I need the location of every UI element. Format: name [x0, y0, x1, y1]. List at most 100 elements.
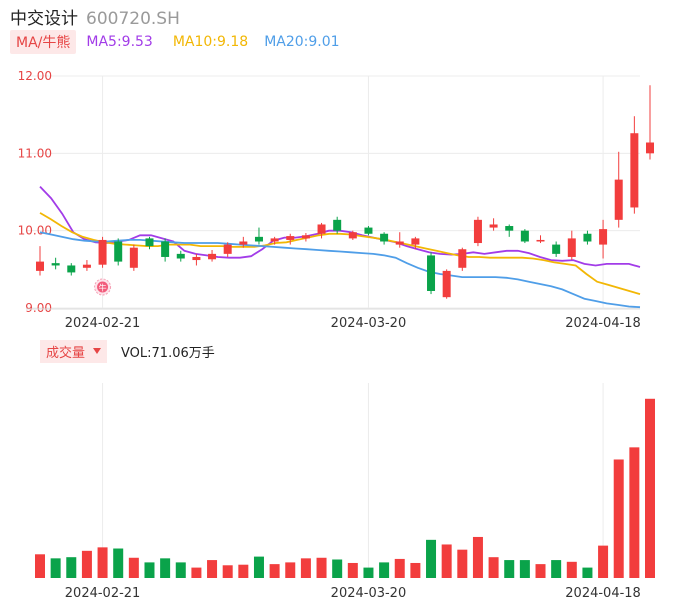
candle [380, 232, 389, 245]
candle-body [583, 233, 592, 242]
volume-bar [160, 558, 171, 578]
volume-indicator-dropdown[interactable]: 成交量 [40, 339, 108, 363]
candle [442, 269, 451, 299]
volume-bar [613, 459, 624, 578]
candle [223, 242, 232, 257]
volume-bar [535, 564, 546, 578]
ma5-label: MA5:9.53 [86, 34, 153, 50]
candle-body [442, 270, 451, 298]
candle-body [599, 229, 608, 245]
candle [51, 257, 60, 270]
volume-bar [66, 557, 77, 578]
candle [317, 222, 326, 239]
y-tick-label: 9.00 [25, 301, 52, 315]
volume-bar [285, 562, 296, 578]
candle [208, 250, 217, 262]
candle [36, 246, 44, 276]
volume-bar [81, 550, 92, 578]
volume-legend: 成交量 VOL:71.06万手 [40, 339, 215, 363]
candle [348, 230, 357, 240]
x-tick-label: 2024-03-20 [331, 316, 407, 331]
candle-body [536, 239, 545, 242]
candle [567, 230, 576, 261]
candle [552, 241, 561, 257]
badge-core [97, 281, 109, 293]
x-tick-label: 2024-02-21 [65, 316, 141, 331]
volume-bar [379, 562, 390, 578]
volume-bar [207, 560, 218, 578]
candle-body [473, 219, 482, 244]
candle-body [254, 236, 263, 242]
volume-bar [566, 561, 577, 578]
candle-body [348, 232, 357, 239]
candle-body [458, 249, 467, 268]
candle [520, 229, 529, 244]
y-tick-label: 12.00 [18, 69, 52, 83]
stock-name: 中交设计 [10, 9, 78, 29]
candle-body [395, 241, 404, 245]
candle-body [505, 226, 514, 231]
candle-body [646, 142, 654, 154]
candle [145, 236, 154, 250]
volume-bar [551, 560, 562, 578]
candle [176, 250, 185, 262]
candle-body [614, 179, 623, 220]
candle [489, 218, 498, 231]
volume-bar [128, 557, 139, 578]
volume-readout: VOL:71.06万手 [121, 345, 215, 361]
candle-body [427, 255, 436, 291]
candle-body [317, 224, 326, 234]
candle [114, 238, 123, 266]
x-tick-label: 2024-04-18 [565, 316, 641, 331]
ma-legend: MA/牛熊 MA5:9.53 MA10:9.18 MA20:9.01 [10, 30, 340, 54]
ma10-line [39, 212, 641, 295]
volume-bar [426, 539, 437, 578]
candle-body [380, 233, 389, 242]
volume-bar [300, 558, 311, 578]
volume-bar [645, 398, 655, 578]
candle [67, 263, 76, 276]
candle-body [67, 265, 76, 273]
y-tick-label: 11.00 [18, 146, 52, 160]
candle [98, 236, 107, 268]
volume-bar [175, 562, 186, 578]
ma5-line [39, 185, 641, 268]
candle [270, 236, 279, 245]
volume-bar [582, 567, 593, 578]
volume-bar [519, 560, 530, 578]
volume-bar [332, 559, 343, 578]
candle-body [161, 241, 170, 257]
candle-body [36, 261, 44, 271]
candle-body [129, 247, 138, 268]
candle-body [552, 244, 561, 254]
volume-bar [598, 545, 609, 578]
volume-bar [269, 564, 280, 578]
candle-body [82, 264, 91, 268]
volume-bar [316, 557, 327, 578]
candle-body [489, 224, 498, 228]
candle [583, 230, 592, 245]
candle [239, 236, 248, 248]
volume-bar [488, 557, 499, 578]
ma-toggle-tag[interactable]: MA/牛熊 [10, 30, 77, 54]
candle-body [520, 230, 529, 242]
candle [458, 247, 467, 271]
volume-bar [253, 556, 264, 578]
title-row: 中交设计 600720.SH [10, 4, 180, 29]
candle-body [567, 238, 576, 257]
volume-bar [441, 544, 452, 578]
ma20-line [39, 231, 641, 309]
candle [536, 235, 545, 244]
volume-bar [363, 567, 374, 578]
candle [333, 216, 342, 234]
candle [630, 116, 639, 214]
candle [473, 216, 482, 247]
candle [286, 233, 295, 245]
candle-body [333, 219, 342, 231]
candle [646, 85, 654, 160]
volume-bar [238, 564, 249, 578]
candle [82, 260, 91, 271]
candle [364, 226, 373, 236]
candle [129, 244, 138, 271]
